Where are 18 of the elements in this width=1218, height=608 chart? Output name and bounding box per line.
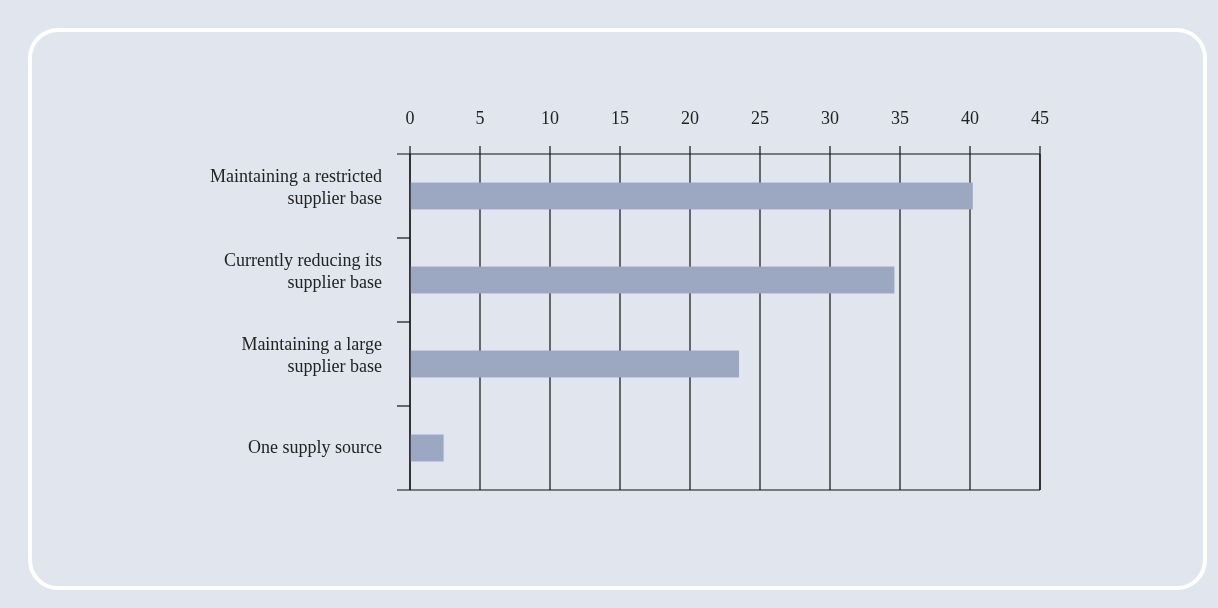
bar (410, 434, 444, 462)
y-tick-label: Maintaining a large supplier base (241, 334, 383, 376)
y-tick-label: One supply source (248, 437, 382, 457)
x-tick-label: 15 (611, 108, 629, 128)
x-tick-label: 25 (751, 108, 769, 128)
x-tick-label: 35 (891, 108, 909, 128)
bar (410, 350, 739, 378)
x-tick-label: 40 (961, 108, 979, 128)
x-tick-label: 0 (405, 108, 415, 128)
x-tick-label: 5 (475, 108, 485, 128)
x-tick-label: 10 (541, 108, 559, 128)
y-tick-label: Maintaining a restricted supplier base (210, 166, 382, 208)
bar (410, 266, 895, 294)
x-tick-label: 20 (681, 108, 699, 128)
bar (410, 182, 973, 210)
x-tick-label: 30 (821, 108, 839, 128)
y-tick-label: Currently reducing its supplier base (224, 250, 382, 292)
x-tick-label: 45 (1031, 108, 1049, 128)
